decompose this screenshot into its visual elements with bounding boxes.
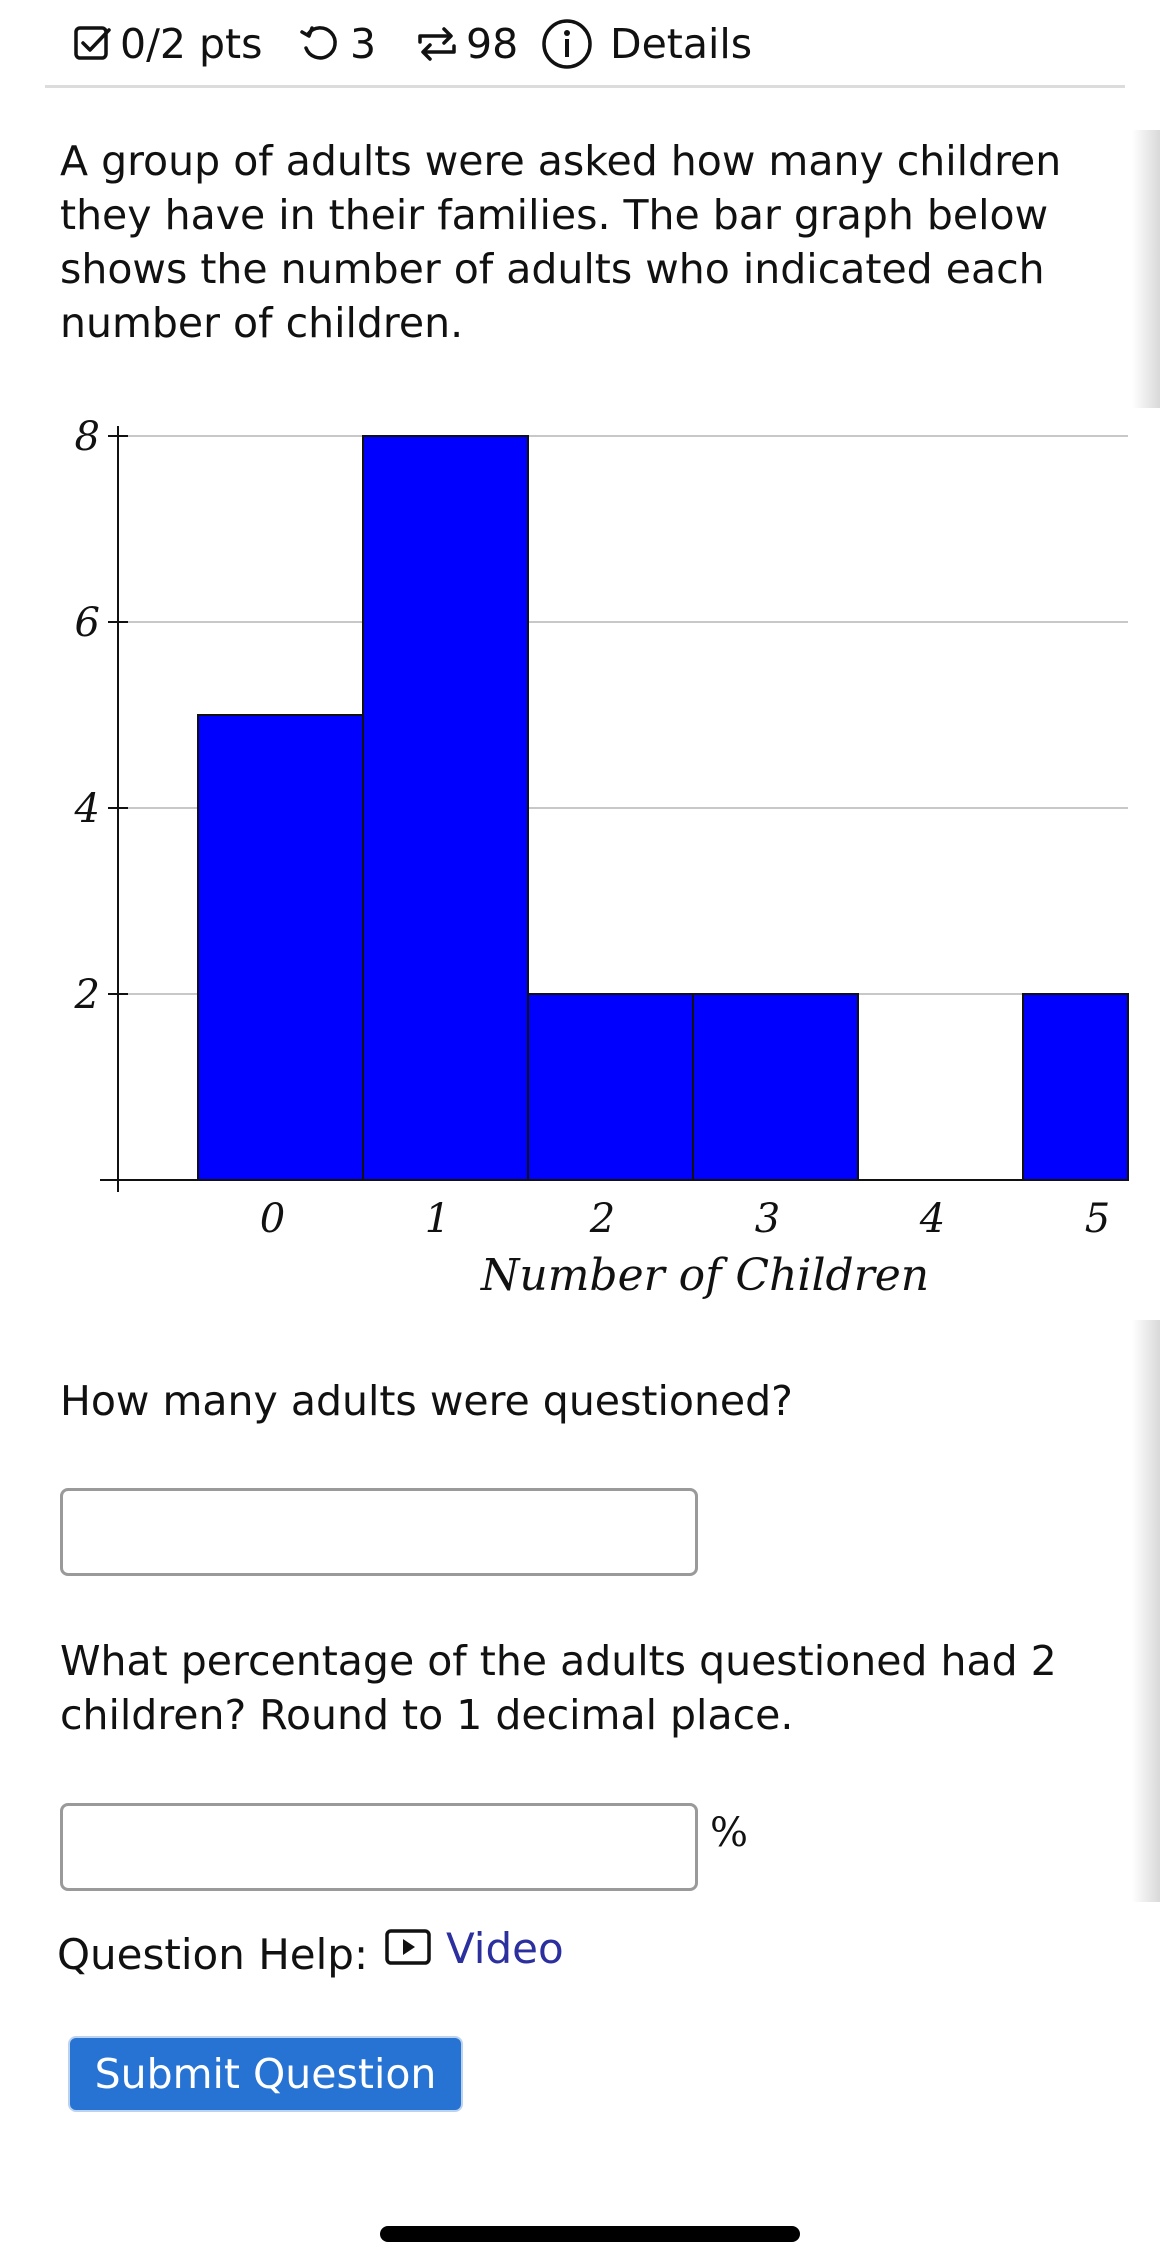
- video-link-label: Video: [446, 1924, 564, 1973]
- attempts-indicator: 98: [414, 14, 518, 74]
- score-text: 0/2 pts: [120, 20, 263, 68]
- y-tick-label: 6: [75, 600, 100, 646]
- retry-icon: [298, 22, 342, 66]
- x-tick-label: 5: [1085, 1196, 1110, 1242]
- percentage-input[interactable]: [60, 1803, 698, 1891]
- retries-count: 3: [350, 20, 377, 68]
- question-help-label: Question Help:: [57, 1930, 369, 1979]
- question-part2-prompt: What percentage of the adults questioned…: [60, 1637, 1057, 1739]
- repeat-icon: [414, 22, 460, 66]
- bar-3: [692, 993, 859, 1181]
- percent-unit: %: [710, 1810, 749, 1856]
- header-divider: [45, 85, 1125, 88]
- x-tick-label: 4: [919, 1196, 945, 1242]
- bar-5: [1022, 993, 1129, 1181]
- bar-1: [362, 435, 529, 1181]
- header-bar: 0/2 pts 3 98 Deta: [0, 0, 1170, 88]
- scroll-shadow-bottom: [1132, 1320, 1160, 1902]
- retries-indicator: 3: [298, 14, 376, 74]
- y-tick-label: 2: [74, 972, 100, 1018]
- x-tick-label: 2: [589, 1196, 615, 1242]
- details-button[interactable]: Details: [540, 14, 752, 74]
- details-label: Details: [610, 20, 753, 68]
- x-tick-label: 0: [260, 1196, 285, 1242]
- video-help-link[interactable]: Video: [384, 1924, 564, 1973]
- info-icon: [540, 17, 594, 71]
- bar-chart-svg: 2 4 6 8 0 1 2 3 4 5 Number of Children: [74, 414, 1129, 1301]
- question-intro: A group of adults were asked how many ch…: [60, 137, 1062, 347]
- adults-count-input[interactable]: [60, 1488, 698, 1576]
- bar-2: [527, 993, 694, 1181]
- x-tick-label: 1: [425, 1196, 450, 1242]
- question-part1-prompt: How many adults were questioned?: [60, 1377, 793, 1425]
- bar-0: [197, 714, 364, 1181]
- submit-question-button[interactable]: Submit Question: [68, 2036, 463, 2112]
- x-tick-label: 3: [755, 1196, 780, 1242]
- x-axis-title: Number of Children: [480, 1250, 929, 1301]
- bar-chart: 2 4 6 8 0 1 2 3 4 5 Number of Children: [0, 400, 1170, 1320]
- attempts-count: 98: [466, 20, 519, 68]
- score-indicator: 0/2 pts: [72, 14, 262, 74]
- scroll-shadow-top: [1132, 130, 1160, 408]
- home-indicator: [380, 2226, 800, 2242]
- y-tick-label: 8: [75, 414, 100, 460]
- y-tick-label: 4: [74, 786, 100, 832]
- video-play-icon: [384, 1928, 432, 1970]
- checkbox-icon: [72, 24, 112, 64]
